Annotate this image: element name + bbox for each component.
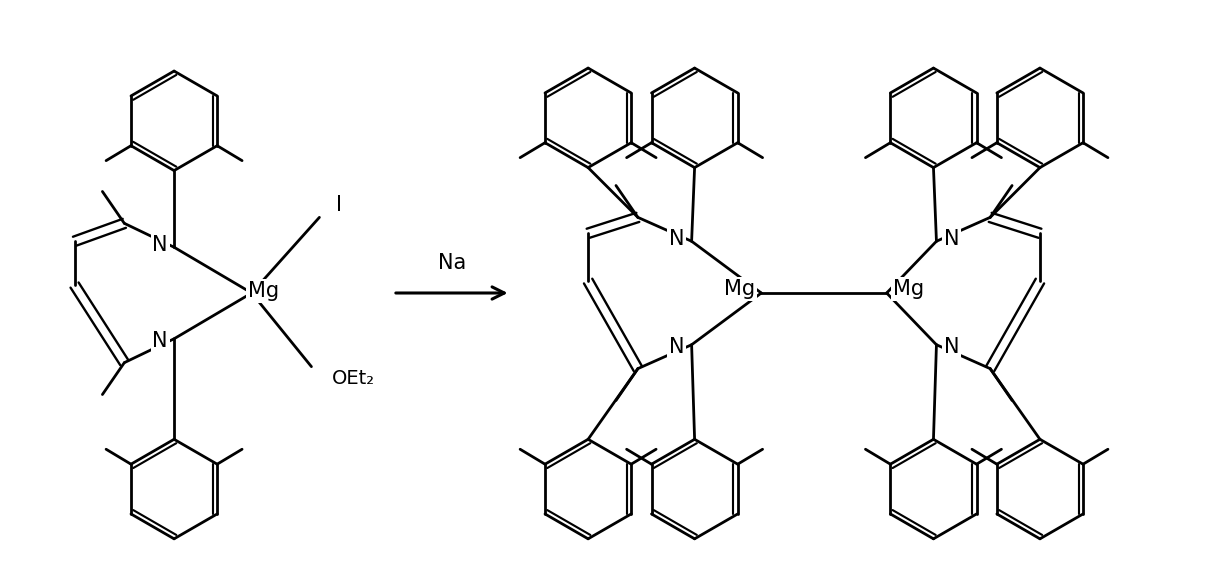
Text: N: N	[944, 337, 960, 357]
Text: Mg: Mg	[893, 279, 924, 299]
Text: OEt₂: OEt₂	[332, 369, 375, 388]
Text: Mg: Mg	[724, 279, 755, 299]
Text: N: N	[669, 337, 685, 357]
Text: N: N	[669, 229, 685, 249]
Text: Na: Na	[437, 253, 466, 273]
Text: N: N	[153, 331, 168, 351]
Text: Mg: Mg	[248, 281, 280, 301]
Text: N: N	[153, 235, 168, 255]
Text: N: N	[944, 229, 960, 249]
Text: I: I	[336, 195, 342, 215]
